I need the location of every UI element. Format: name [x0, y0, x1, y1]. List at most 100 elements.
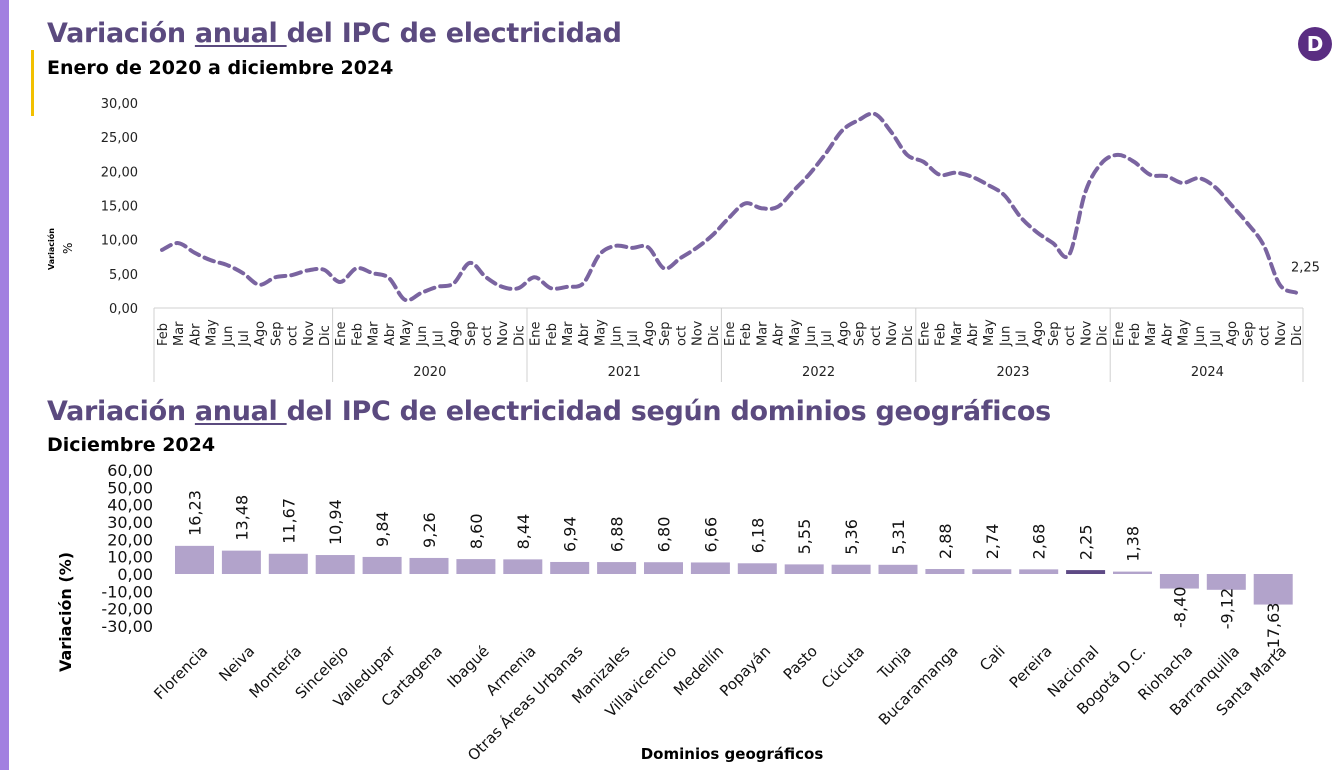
- x-tick-label: Abr: [772, 323, 787, 346]
- title-underlined: anual: [194, 18, 287, 49]
- bar-valledupar: [362, 556, 402, 574]
- data-label: -8,40: [1170, 587, 1189, 628]
- x-tick-label: Mar: [1144, 321, 1159, 346]
- line-chart-subtitle: Enero de 2020 a diciembre 2024: [47, 57, 394, 79]
- y-tick-label: -20,00: [101, 600, 153, 619]
- bar-c-cuta: [831, 564, 871, 574]
- x-tick-label: Feb: [934, 323, 949, 346]
- data-label-last: 2,25: [1291, 261, 1320, 276]
- data-label: 2,88: [936, 523, 955, 559]
- x-tick-label: Ago: [1031, 321, 1046, 346]
- x-tick-label: Cali: [976, 642, 1009, 675]
- y-tick-label: 20,00: [101, 165, 138, 180]
- logo: D: [1298, 27, 1332, 61]
- year-label: 2023: [996, 365, 1029, 380]
- x-tick-label: Nov: [885, 320, 900, 346]
- bar-neiva: [221, 550, 261, 574]
- y-tick-label: 10,00: [107, 548, 153, 567]
- x-tick-label: May: [205, 319, 220, 346]
- y-tick-label: 0,00: [117, 565, 153, 584]
- x-tick-label: Popayán: [716, 642, 774, 700]
- bar-florencia: [175, 545, 214, 574]
- y-axis-unit: %: [61, 243, 75, 254]
- x-tick-label: Ago: [1225, 321, 1240, 346]
- x-tick-label: Abr: [577, 323, 592, 346]
- data-label: 5,36: [842, 519, 861, 555]
- data-label: 2,74: [983, 524, 1002, 560]
- x-tick-label: Abr: [1160, 323, 1175, 346]
- data-label: 9,26: [420, 512, 439, 548]
- x-tick-label: Sep: [853, 321, 868, 346]
- x-tick-label: Ene: [334, 322, 349, 346]
- x-tick-label: Jul: [237, 330, 252, 347]
- x-tick-label: Mar: [561, 321, 576, 346]
- bar-armenia: [503, 559, 543, 574]
- x-tick-label: oct: [1063, 326, 1078, 346]
- x-tick-label: Sep: [269, 321, 284, 346]
- data-label: 9,84: [373, 511, 392, 547]
- x-tick-label: Neiva: [215, 642, 258, 685]
- x-tick-label: Dic: [901, 325, 916, 346]
- x-tick-label: Jun: [415, 326, 430, 347]
- x-tick-label: oct: [480, 326, 495, 346]
- x-tick-label: Ago: [448, 321, 463, 346]
- title-text: del IPC de electricidad: [286, 18, 622, 49]
- data-label: 5,55: [795, 519, 814, 555]
- x-tick-label: Dic: [707, 325, 722, 346]
- bar-medell-n: [690, 562, 730, 574]
- data-label: 6,80: [655, 517, 674, 553]
- x-tick-label: May: [593, 319, 608, 346]
- bar-chart-title: Variación anual del IPC de electricidad …: [47, 396, 1051, 427]
- x-tick-label: Ene: [1112, 322, 1127, 346]
- x-tick-label: Mar: [367, 321, 382, 346]
- title-underlined: anual: [194, 396, 287, 427]
- y-tick-label: 10,00: [101, 234, 138, 249]
- data-label: 5,31: [889, 519, 908, 555]
- x-tick-label: May: [788, 319, 803, 346]
- x-tick-label: oct: [1258, 326, 1273, 346]
- x-tick-label: Florencia: [150, 642, 211, 703]
- year-label: 2022: [802, 365, 835, 380]
- data-label: 2,25: [1077, 524, 1096, 560]
- x-tick-label: Feb: [350, 323, 365, 346]
- data-label: 8,60: [467, 513, 486, 549]
- x-tick-label: Ago: [836, 321, 851, 346]
- x-tick-label: Feb: [545, 323, 560, 346]
- x-tick-label: Dic: [1096, 325, 1111, 346]
- data-label: -17,63: [1264, 603, 1283, 655]
- line-chart-title: Variación anual del IPC de electricidad: [47, 18, 622, 49]
- y-tick-label: 0,00: [109, 302, 138, 317]
- data-label: 6,66: [701, 517, 720, 553]
- bar-sincelejo: [315, 555, 355, 574]
- year-label: 2020: [413, 365, 446, 380]
- x-tick-label: Nov: [1079, 320, 1094, 346]
- x-tick-label: Mar: [755, 321, 770, 346]
- y-axis-label: Variación (%): [56, 552, 75, 672]
- data-label: 6,88: [608, 516, 627, 552]
- x-tick-label: Abr: [188, 323, 203, 346]
- title-text: Variación: [47, 396, 195, 427]
- x-tick-label: Feb: [739, 323, 754, 346]
- bar-riohacha: [1159, 574, 1199, 589]
- series-line: [160, 111, 1298, 303]
- x-tick-label: Pasto: [780, 642, 821, 683]
- bar-cali: [972, 569, 1012, 574]
- y-axis-label: Variación: [46, 228, 56, 270]
- bar-manizales: [597, 562, 637, 574]
- x-tick-label: oct: [286, 326, 301, 346]
- data-label: 13,48: [232, 495, 251, 541]
- y-tick-label: 5,00: [109, 268, 138, 283]
- x-tick-label: Ene: [723, 322, 738, 346]
- x-tick-label: Cúcuta: [818, 642, 868, 692]
- bar-chart-subtitle: Diciembre 2024: [47, 434, 216, 456]
- bar-bucaramanga: [925, 569, 965, 574]
- x-tick-label: Nov: [302, 320, 317, 346]
- bar-popay-n: [737, 563, 777, 574]
- y-tick-label: 40,00: [107, 496, 153, 515]
- x-tick-label: May: [399, 319, 414, 346]
- y-tick-label: -10,00: [101, 582, 153, 601]
- x-tick-label: Nov: [1274, 320, 1289, 346]
- data-label: 6,18: [748, 518, 767, 554]
- x-tick-label: Ago: [253, 321, 268, 346]
